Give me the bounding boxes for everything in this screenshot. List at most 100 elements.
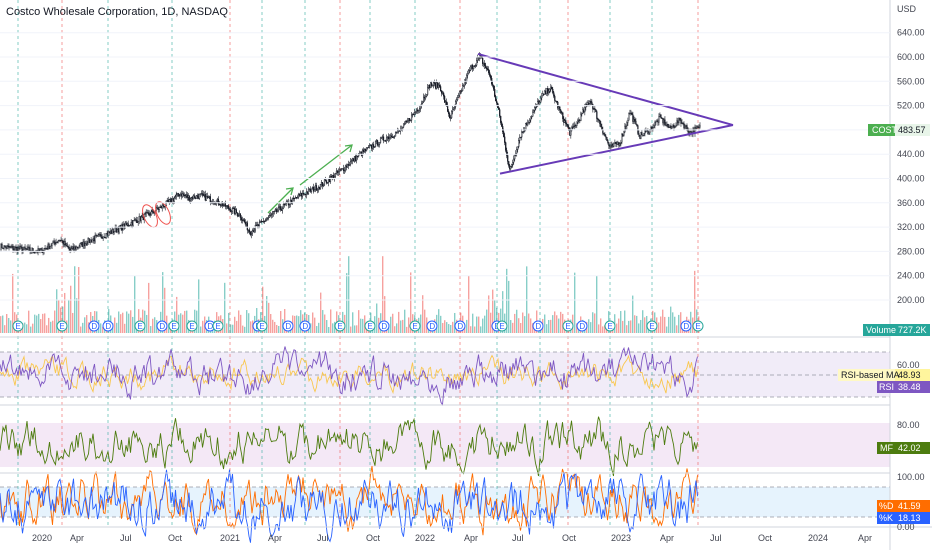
candle-body — [644, 130, 646, 134]
dividend-marker[interactable]: D — [282, 320, 294, 332]
candle-body — [46, 247, 48, 250]
marker-circle — [409, 320, 421, 332]
candle-body — [256, 224, 258, 226]
volume-bar — [72, 312, 74, 333]
candle-body — [136, 220, 138, 223]
volume-bar — [516, 309, 518, 333]
candle-body — [73, 246, 75, 250]
candle-body — [330, 176, 333, 178]
candle-body — [263, 220, 265, 223]
earnings-marker[interactable]: E — [562, 320, 574, 332]
dividend-marker[interactable]: D — [680, 320, 692, 332]
candle-body — [186, 194, 188, 198]
candle-body — [611, 144, 613, 146]
mf-label: MF — [880, 443, 893, 453]
time-axis[interactable]: 2020 Apr Jul Oct 2021 Apr Jul Oct 2022 Apr Jul Oct 2… — [32, 533, 872, 543]
candle-body — [380, 137, 383, 139]
earnings-marker[interactable]: E — [212, 320, 224, 332]
candle-body — [250, 233, 252, 235]
candle-body — [123, 224, 125, 229]
candle-body — [54, 242, 56, 245]
candle-body — [542, 93, 544, 97]
candle-body — [485, 65, 487, 69]
volume-bar — [690, 311, 692, 333]
candle-body — [587, 102, 589, 106]
marker-circle — [680, 320, 692, 332]
candle-body — [469, 69, 471, 72]
candle-body — [550, 86, 552, 90]
dividend-marker[interactable]: D — [378, 320, 390, 332]
earnings-marker[interactable]: E — [334, 320, 346, 332]
candle-body — [584, 107, 586, 113]
volume-bar — [392, 313, 394, 333]
earnings-marker[interactable]: E — [186, 320, 198, 332]
volume-bar — [406, 326, 408, 333]
candle-body — [483, 63, 485, 65]
candle-body — [666, 123, 668, 126]
earnings-marker[interactable]: E — [496, 320, 508, 332]
price-axis[interactable]: 200.00 240.00 280.00 320.00 360.00 400.00 440.… — [0, 28, 925, 305]
volume-bar — [544, 314, 546, 333]
candle-body — [503, 131, 505, 138]
candle-body — [141, 214, 143, 218]
candle-body — [432, 85, 434, 87]
candle-body — [7, 245, 9, 247]
volume-bar — [622, 320, 624, 333]
candle-body — [591, 101, 593, 105]
earnings-marker[interactable]: E — [409, 320, 421, 332]
mf-tick-80: 80.00 — [897, 420, 920, 430]
candle-body — [3, 245, 5, 249]
earnings-marker[interactable]: E — [692, 320, 704, 332]
candle-body — [91, 239, 93, 243]
candle-body — [111, 228, 113, 234]
earnings-marker[interactable]: E — [12, 320, 24, 332]
candle-body — [272, 211, 274, 214]
dividend-marker[interactable]: D — [102, 320, 114, 332]
candle-body — [509, 165, 511, 170]
volume-bar — [422, 295, 424, 333]
candle-body — [160, 205, 162, 209]
earnings-marker[interactable]: E — [56, 320, 68, 332]
earnings-marker[interactable]: E — [134, 320, 146, 332]
candle-body — [613, 143, 615, 147]
candle-body — [271, 213, 273, 215]
volume-bar — [80, 326, 82, 333]
earnings-marker[interactable]: E — [604, 320, 616, 332]
marker-letter: E — [215, 322, 220, 331]
dividend-marker[interactable]: D — [576, 320, 588, 332]
candle-body — [450, 117, 452, 119]
time-tick-label: Apr — [70, 533, 84, 543]
candle-body — [51, 242, 53, 246]
candle-body — [45, 247, 47, 250]
volume-bar — [50, 321, 52, 333]
volume-bar — [118, 311, 120, 333]
event-markers[interactable]: EEDDEDEEDEDEDDEEDEDDDEDEDEEDE — [12, 320, 704, 332]
volume-bar — [186, 310, 188, 333]
dividend-marker[interactable]: D — [299, 320, 311, 332]
volume-bar — [294, 315, 296, 333]
volume-bar — [76, 298, 78, 333]
volume-bar — [424, 309, 426, 333]
volume-bar — [532, 323, 534, 333]
volume-bar — [314, 317, 316, 333]
dividend-marker[interactable]: D — [532, 320, 544, 332]
dividend-marker[interactable]: D — [88, 320, 100, 332]
volume-bar — [440, 315, 442, 333]
volume-bar — [448, 324, 450, 333]
dividend-marker[interactable]: D — [426, 320, 438, 332]
candle-body — [362, 149, 365, 153]
candle-body — [583, 109, 585, 113]
earnings-marker[interactable]: E — [646, 320, 658, 332]
marker-letter: D — [159, 322, 165, 331]
volume-bar — [492, 289, 494, 333]
candle-body — [88, 238, 90, 243]
marker-circle — [134, 320, 146, 332]
candle-body — [185, 194, 187, 197]
earnings-marker[interactable]: E — [256, 320, 268, 332]
earnings-marker[interactable]: E — [168, 320, 180, 332]
candle-body — [588, 102, 590, 104]
earnings-marker[interactable]: E — [364, 320, 376, 332]
candle-body — [418, 108, 421, 111]
dividend-marker[interactable]: D — [454, 320, 466, 332]
dividend-marker[interactable]: D — [156, 320, 168, 332]
